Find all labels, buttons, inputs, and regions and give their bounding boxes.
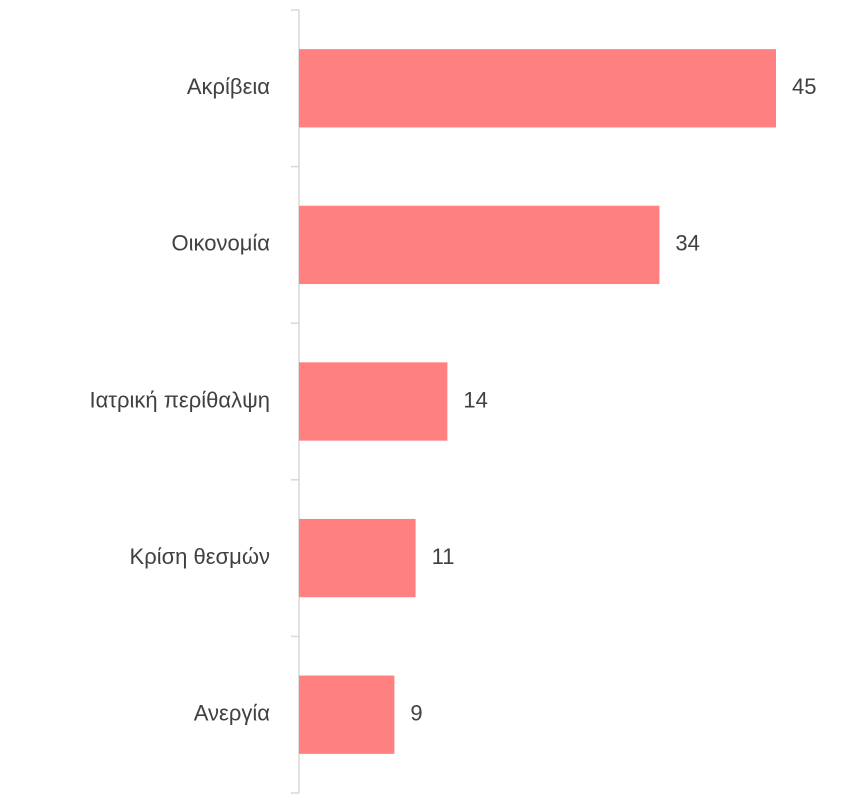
- bar: [299, 362, 448, 441]
- value-label: 45: [792, 74, 816, 99]
- value-label: 34: [675, 231, 699, 256]
- category-label: Ακρίβεια: [187, 74, 270, 99]
- category-label: Κρίση θεσμών: [130, 544, 270, 569]
- value-label: 9: [410, 701, 422, 726]
- bar: [299, 205, 660, 285]
- category-label: Ιατρική περίθαλψη: [89, 387, 270, 412]
- bar: [299, 675, 395, 754]
- bar: [299, 49, 776, 128]
- category-label: Ανεργία: [194, 701, 270, 726]
- category-label: Οικονομία: [172, 231, 271, 256]
- value-label: 11: [432, 544, 455, 569]
- bar: [299, 518, 416, 598]
- value-label: 14: [463, 387, 487, 412]
